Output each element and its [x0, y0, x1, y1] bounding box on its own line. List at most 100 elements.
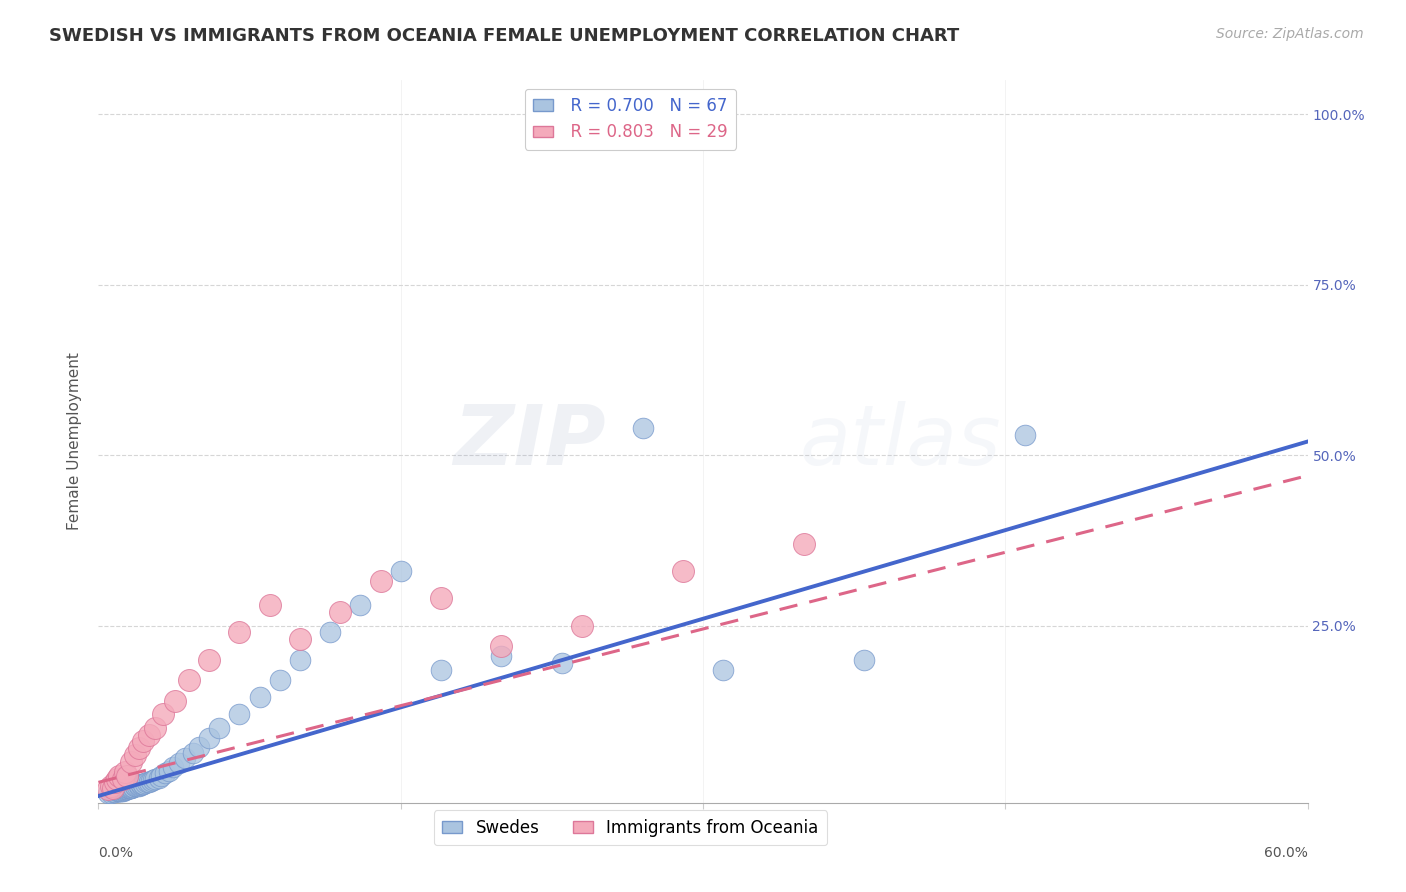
Point — [111, 772, 134, 786]
Point — [853, 653, 876, 667]
Point — [118, 781, 141, 796]
Point — [110, 783, 132, 797]
Point — [138, 774, 160, 789]
Point — [115, 768, 138, 782]
Point — [107, 768, 129, 782]
Point — [491, 639, 513, 653]
Point — [100, 779, 122, 793]
Point — [124, 780, 146, 794]
Point — [103, 775, 125, 789]
Point — [259, 598, 281, 612]
Text: SWEDISH VS IMMIGRANTS FROM OCEANIA FEMALE UNEMPLOYMENT CORRELATION CHART: SWEDISH VS IMMIGRANTS FROM OCEANIA FEMAL… — [49, 27, 959, 45]
Point — [114, 765, 136, 780]
Point — [188, 739, 211, 754]
Point — [107, 784, 129, 798]
Text: Source: ZipAtlas.com: Source: ZipAtlas.com — [1216, 27, 1364, 41]
Point — [198, 653, 221, 667]
Point — [115, 782, 138, 797]
Point — [114, 782, 136, 797]
Point — [167, 756, 190, 771]
Point — [143, 772, 166, 786]
Point — [163, 693, 186, 707]
Text: 60.0%: 60.0% — [1264, 847, 1308, 860]
Point — [228, 707, 250, 722]
Point — [631, 421, 654, 435]
Point — [143, 721, 166, 735]
Point — [153, 766, 176, 780]
Point — [329, 605, 352, 619]
Point — [491, 649, 513, 664]
Point — [571, 618, 593, 632]
Point — [288, 632, 311, 647]
Point — [129, 777, 152, 791]
Y-axis label: Female Unemployment: Female Unemployment — [67, 352, 83, 531]
Point — [110, 783, 132, 797]
Point — [101, 780, 124, 795]
Point — [135, 775, 157, 789]
Point — [120, 780, 142, 795]
Point — [430, 591, 453, 606]
Point — [132, 734, 155, 748]
Point — [115, 781, 138, 796]
Point — [132, 777, 155, 791]
Point — [105, 772, 128, 786]
Point — [111, 782, 134, 797]
Point — [370, 574, 392, 589]
Point — [181, 746, 204, 760]
Point — [319, 625, 342, 640]
Point — [198, 731, 221, 745]
Point — [111, 783, 134, 797]
Point — [129, 778, 152, 792]
Point — [103, 785, 125, 799]
Point — [124, 748, 146, 763]
Point — [114, 782, 136, 797]
Point — [132, 777, 155, 791]
Point — [97, 782, 120, 797]
Point — [389, 564, 412, 578]
Text: 0.0%: 0.0% — [98, 847, 134, 860]
Point — [121, 780, 143, 794]
Point — [124, 780, 146, 794]
Point — [120, 755, 142, 769]
Point — [149, 768, 172, 782]
Point — [128, 778, 150, 792]
Point — [125, 779, 148, 793]
Point — [551, 656, 574, 670]
Point — [121, 780, 143, 794]
Point — [228, 625, 250, 640]
Point — [134, 776, 156, 790]
Point — [115, 782, 138, 797]
Point — [100, 786, 122, 800]
Point — [114, 782, 136, 797]
Text: atlas: atlas — [800, 401, 1001, 482]
Point — [430, 663, 453, 677]
Point — [118, 780, 141, 795]
Point — [142, 773, 165, 788]
Point — [101, 785, 124, 799]
Point — [138, 728, 160, 742]
Point — [288, 653, 311, 667]
Text: ZIP: ZIP — [454, 401, 606, 482]
Point — [349, 598, 371, 612]
Point — [97, 786, 120, 800]
Point — [120, 780, 142, 795]
Point — [107, 784, 129, 798]
Point — [157, 764, 180, 778]
Point — [672, 564, 695, 578]
Point — [111, 782, 134, 797]
Point — [148, 771, 170, 785]
Point — [269, 673, 291, 687]
Point — [711, 663, 734, 677]
Point — [118, 781, 141, 796]
Point — [179, 673, 201, 687]
Point — [208, 721, 231, 735]
Point — [105, 784, 128, 798]
Point — [139, 774, 162, 789]
Point — [152, 707, 174, 722]
Point — [120, 780, 142, 794]
Legend: Swedes, Immigrants from Oceania: Swedes, Immigrants from Oceania — [434, 810, 827, 845]
Point — [1014, 427, 1036, 442]
Point — [249, 690, 271, 705]
Point — [793, 537, 815, 551]
Point — [128, 741, 150, 756]
